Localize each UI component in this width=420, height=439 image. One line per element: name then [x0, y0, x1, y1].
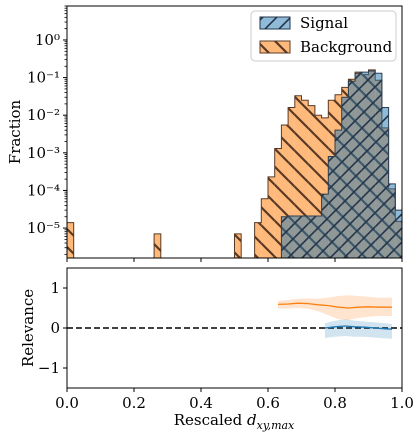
legend-item-signal: Signal — [259, 14, 348, 32]
hist-bar-hatch-background — [261, 198, 268, 258]
top-plot-frame — [66, 5, 403, 259]
hist-bar-hatch-background — [321, 117, 329, 258]
hist-bar-hatch-signal — [388, 183, 396, 258]
legend: Signal Background — [250, 10, 397, 62]
top-y-tick-label: 10⁰ — [35, 31, 60, 49]
hist-outline-background — [67, 69, 402, 258]
bottom-x-tick-label: 0.2 — [122, 394, 146, 412]
hist-bar-hatch-background — [154, 233, 161, 258]
hist-outline-signal — [280, 70, 402, 258]
bottom-y-tick-label: −1 — [38, 359, 60, 377]
hist-bar-hatch-signal — [301, 215, 309, 258]
legend-label-signal: Signal — [300, 14, 348, 32]
top-y-tick-label: 10⁻¹ — [27, 69, 60, 87]
bottom-x-ticks: 0.0 0.2 0.4 0.6 0.8 1.0 — [55, 388, 414, 412]
top-panel: 10⁻⁵ 10⁻⁴ 10⁻³ 10⁻² 10⁻¹ 10⁰ Fraction Signal … — [6, 5, 403, 262]
top-y-tick-label: 10⁻³ — [27, 144, 60, 162]
bottom-y-ticks: −1 0 1 — [38, 279, 67, 377]
hist-bar-hatch-signal — [314, 215, 322, 258]
hist-bar-hatch-background — [294, 95, 302, 258]
hist-bar-hatch-background — [308, 105, 315, 258]
hist-bar-hatch-background — [234, 233, 242, 258]
hist-bar-hatch-background — [67, 222, 74, 258]
hist-bar-hatch-background — [301, 100, 309, 258]
top-y-axis-title: Fraction — [6, 99, 24, 164]
hist-bar-hatch-background — [288, 107, 295, 258]
legend-swatch-signal-hatch — [260, 17, 290, 29]
top-y-ticks: 10⁻⁵ 10⁻⁴ 10⁻³ 10⁻² 10⁻¹ 10⁰ — [27, 5, 67, 255]
legend-label-background: Background — [300, 38, 393, 56]
hist-bar-hatch-signal — [361, 72, 369, 258]
hist-bar-hatch-signal — [321, 194, 329, 258]
bottom-y-tick-label: 1 — [50, 279, 60, 297]
relevance-band-signal — [324, 319, 392, 339]
relevance-line-background — [278, 302, 392, 309]
hist-bar-hatch-signal — [348, 81, 356, 258]
hist-bar-hatch-signal — [294, 215, 302, 258]
hist-bar-hatch-signal — [288, 215, 295, 258]
top-y-tick-label: 10⁻² — [27, 106, 60, 124]
hist-bar-hatch-background — [268, 176, 275, 258]
bottom-x-tick-label: 0.0 — [55, 394, 79, 412]
top-y-tick-label: 10⁻⁴ — [27, 181, 60, 199]
hist-bar-hatch-signal — [368, 70, 376, 258]
legend-swatch-background-hatch — [260, 41, 290, 53]
bottom-x-tick-label: 0.4 — [189, 394, 213, 412]
bottom-y-axis-title: Relevance — [19, 289, 37, 367]
hist-bar-hatch-signal — [341, 97, 349, 258]
hist-bar-hatch-signal — [335, 130, 342, 258]
hist-bar-hatch-background — [281, 124, 289, 258]
hist-bar-hatch-signal — [355, 73, 362, 258]
relevance-plot — [67, 295, 402, 339]
top-x-ticks — [66, 258, 403, 262]
hist-bar-hatch-signal — [328, 156, 335, 258]
bottom-x-tick-label: 0.8 — [323, 394, 347, 412]
bottom-panel: −1 0 1 0.0 0.2 0.4 0.6 0.8 1.0 Relevance Rescal… — [19, 267, 414, 432]
bottom-x-tick-label: 0.6 — [256, 394, 280, 412]
bottom-x-axis-title: Rescaled dxy,max — [174, 411, 295, 432]
hist-bar-hatch-background — [274, 148, 282, 258]
hist-bar-hatch-background — [314, 115, 322, 258]
hist-bar-hatch-signal — [281, 216, 289, 258]
histogram-bars — [67, 69, 402, 258]
hist-bar-hatch-signal — [308, 215, 315, 258]
hist-bar-hatch-signal — [381, 107, 389, 258]
bottom-x-tick-label: 1.0 — [390, 394, 414, 412]
top-y-tick-label: 10⁻⁵ — [27, 219, 60, 237]
bottom-y-tick-label: 0 — [50, 319, 60, 337]
hist-bar-hatch-signal — [395, 210, 402, 258]
relevance-line-signal — [324, 325, 392, 330]
legend-item-background: Background — [259, 38, 393, 56]
relevance-band-background — [278, 295, 392, 320]
hist-bar-hatch-background — [254, 222, 262, 258]
hist-bar-hatch-signal — [375, 73, 382, 258]
